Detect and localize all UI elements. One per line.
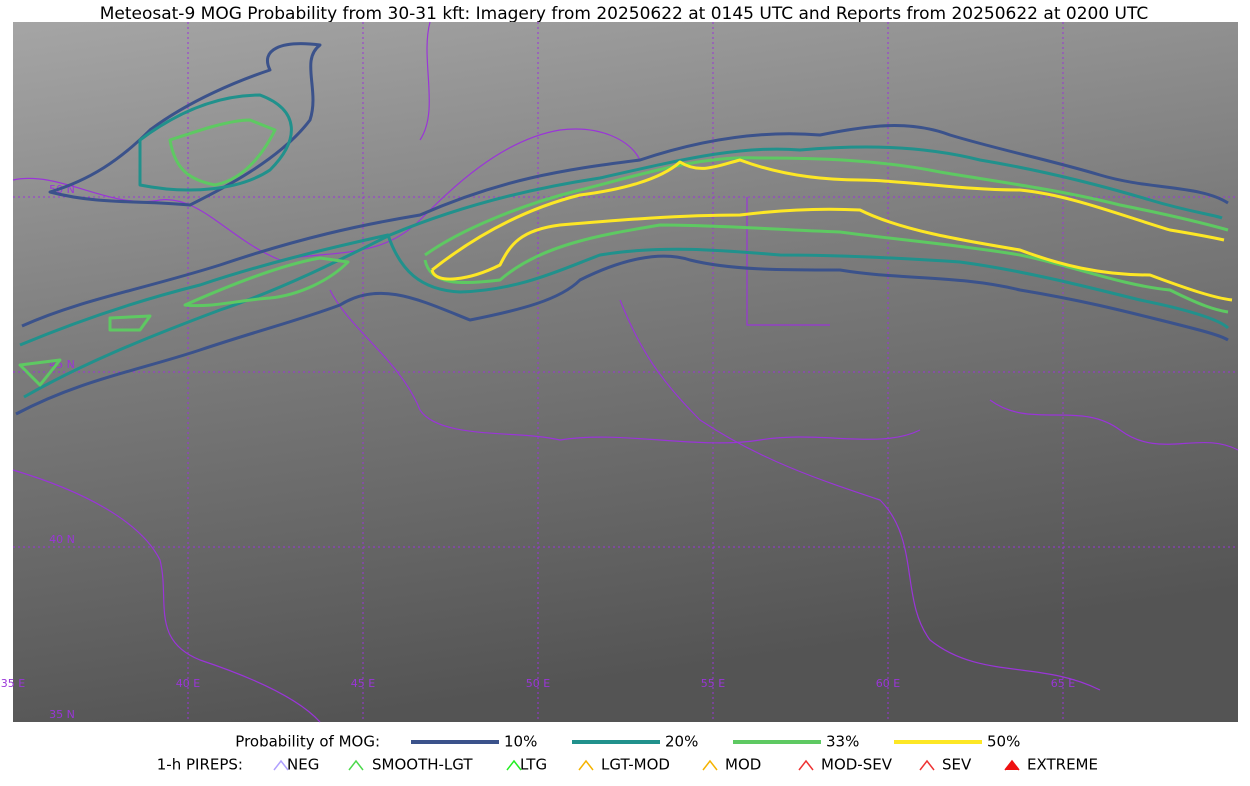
legend-title: 1-h PIREPS: [157, 756, 243, 774]
lon-label: 45 E [351, 677, 375, 690]
lon-label: 35 E [1, 677, 25, 690]
legend-label: SEV [942, 756, 972, 774]
lon-label: 60 E [876, 677, 900, 690]
legend-label: NEG [287, 756, 319, 774]
legend-label: 50% [987, 733, 1020, 751]
title: Meteosat-9 MOG Probability from 30-31 kf… [100, 4, 1149, 24]
pirep-symbol [702, 759, 718, 771]
lon-label: 40 E [176, 677, 200, 690]
contours [15, 42, 1233, 416]
pirep-symbol [273, 759, 289, 771]
legend-label: MOD [725, 756, 761, 774]
contour [424, 156, 1229, 257]
lat-label: 35 N [49, 708, 75, 721]
legend-label: EXTREME [1027, 756, 1098, 774]
contour [21, 124, 1229, 328]
contour [48, 42, 322, 207]
contour [431, 158, 1225, 272]
legend-label: 20% [665, 733, 698, 751]
lon-label: 65 E [1051, 677, 1075, 690]
pirep-symbol [578, 759, 594, 771]
contour [23, 145, 1223, 399]
lon-label: 50 E [526, 677, 550, 690]
contour [138, 93, 293, 192]
pirep-symbol [1004, 759, 1020, 771]
contour [18, 358, 62, 387]
lon-label: 55 E [701, 677, 725, 690]
legend-label: LTG [520, 756, 547, 774]
legend-title: Probability of MOG: [235, 733, 380, 751]
contour [183, 256, 350, 308]
map: 35 E 40 E 45 E 50 E 55 E 60 E 65 E50 N45 N40 N… [1, 21, 1239, 723]
legend-label: LGT-MOD [601, 756, 670, 774]
contour [108, 314, 152, 332]
legend: Probability of MOG: 1-h PIREPS: 10% 20% 33… [157, 733, 1098, 774]
lat-label: 40 N [49, 533, 75, 546]
pirep-symbol [348, 759, 364, 771]
pirep-symbol [798, 759, 814, 771]
contour [15, 254, 1229, 416]
contour [19, 233, 1230, 347]
legend-label: MOD-SEV [821, 756, 893, 774]
contour [423, 223, 1229, 314]
legend-label: 10% [504, 733, 537, 751]
contour [168, 118, 277, 187]
pirep-symbol [919, 759, 935, 771]
legend-label: 33% [826, 733, 859, 751]
contour [430, 207, 1233, 302]
pirep-symbol [506, 759, 522, 771]
legend-label: SMOOTH-LGT [372, 756, 473, 774]
